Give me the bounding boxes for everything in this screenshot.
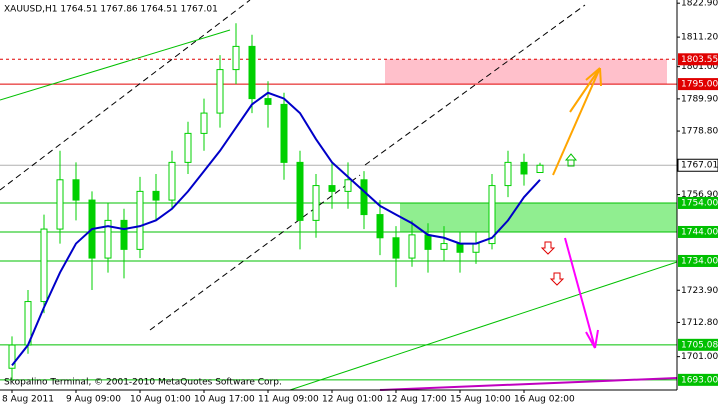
channel-line <box>364 4 586 166</box>
zone <box>385 59 667 85</box>
x-tick-label: 10 Aug 17:00 <box>194 395 255 405</box>
level-label-box <box>678 53 718 66</box>
candle-body <box>120 219 128 250</box>
candle-body <box>504 161 512 187</box>
signal-down <box>549 272 565 286</box>
level-label: 1705.08 <box>681 340 718 350</box>
candle-body <box>200 112 208 134</box>
candle-body <box>520 161 528 175</box>
candle-body <box>8 344 16 369</box>
candle-body <box>328 185 336 192</box>
forecast-arrow-down <box>564 237 599 349</box>
y-tick-label: 1822.90 <box>681 0 718 9</box>
candle-body <box>344 179 352 192</box>
candle-body <box>136 190 144 250</box>
candle-body <box>264 98 272 105</box>
level-label-box <box>678 338 718 351</box>
candle-body <box>360 179 368 216</box>
level-label-box <box>678 254 718 267</box>
level-label-box <box>678 373 718 386</box>
candle-body <box>488 185 496 245</box>
trend-line <box>289 261 678 391</box>
drawings <box>0 0 678 391</box>
forecast-arrow-up <box>552 67 602 176</box>
candle-body <box>536 164 544 173</box>
level-label-box <box>678 196 718 209</box>
candle-body <box>376 214 384 239</box>
candle-body <box>56 179 64 230</box>
candle-body <box>40 228 48 303</box>
trend-line <box>379 377 678 391</box>
candle-body <box>408 234 416 259</box>
candle-body <box>104 219 112 259</box>
y-tick-label: 1701.00 <box>681 352 718 362</box>
level-label: 1734.00 <box>681 256 718 266</box>
zone <box>400 202 677 232</box>
candle-body <box>312 185 320 221</box>
x-tick-label: 12 Aug 17:00 <box>386 395 447 405</box>
channel-line <box>149 174 361 331</box>
level-label-box <box>678 225 718 238</box>
signal-down <box>540 241 556 255</box>
y-tick-label: 1801.00 <box>681 62 718 72</box>
y-tick-label: 1778.80 <box>681 127 718 137</box>
level-label-box <box>678 78 718 91</box>
candle-body <box>440 243 448 250</box>
level-label: 1767.01 <box>681 161 718 171</box>
candle-body <box>472 243 480 253</box>
chart-title: XAUUSD,H1 1764.51 1767.86 1764.51 1767.0… <box>4 5 218 15</box>
signal-up <box>564 153 578 167</box>
candle-body <box>296 161 304 221</box>
x-tick-label: 9 Aug 09:00 <box>66 395 121 405</box>
candle-body <box>280 103 288 163</box>
candle-body <box>72 179 80 201</box>
y-tick-label: 1723.90 <box>681 286 718 296</box>
y-tick-label: 1789.90 <box>681 94 718 104</box>
level-label: 1754.00 <box>681 198 718 208</box>
y-tick-label: 1712.80 <box>681 318 718 328</box>
level-label: 1795.00 <box>681 80 718 90</box>
x-tick-label: 11 Aug 09:00 <box>258 395 319 405</box>
channel-line <box>0 0 251 191</box>
x-tick-label: 8 Aug 2011 <box>2 395 54 405</box>
level-label: 1744.00 <box>681 227 718 237</box>
level-label-box <box>677 158 718 172</box>
candle-body <box>248 45 256 100</box>
x-tick-label: 12 Aug 01:00 <box>322 395 383 405</box>
x-tick-label: 16 Aug 02:00 <box>514 395 575 405</box>
copyright: Skopalino Terminal, © 2001-2010 MetaQuot… <box>4 378 282 388</box>
candle-body <box>392 237 400 259</box>
candle-body <box>152 190 160 201</box>
candle-body <box>232 45 240 71</box>
candle-body <box>216 69 224 114</box>
candle-body <box>456 243 464 253</box>
y-tick-label: 1756.90 <box>681 190 718 200</box>
candle-body <box>424 234 432 250</box>
y-tick-label: 1811.20 <box>681 33 718 43</box>
candle-body <box>184 132 192 163</box>
x-tick-label: 15 Aug 10:00 <box>450 395 511 405</box>
candle-body <box>168 161 176 201</box>
moving-average <box>11 91 541 366</box>
level-label: 1803.55 <box>681 55 718 65</box>
trend-line <box>0 29 231 101</box>
x-tick-label: 10 Aug 01:00 <box>130 395 191 405</box>
level-label: 1693.00 <box>681 375 718 385</box>
